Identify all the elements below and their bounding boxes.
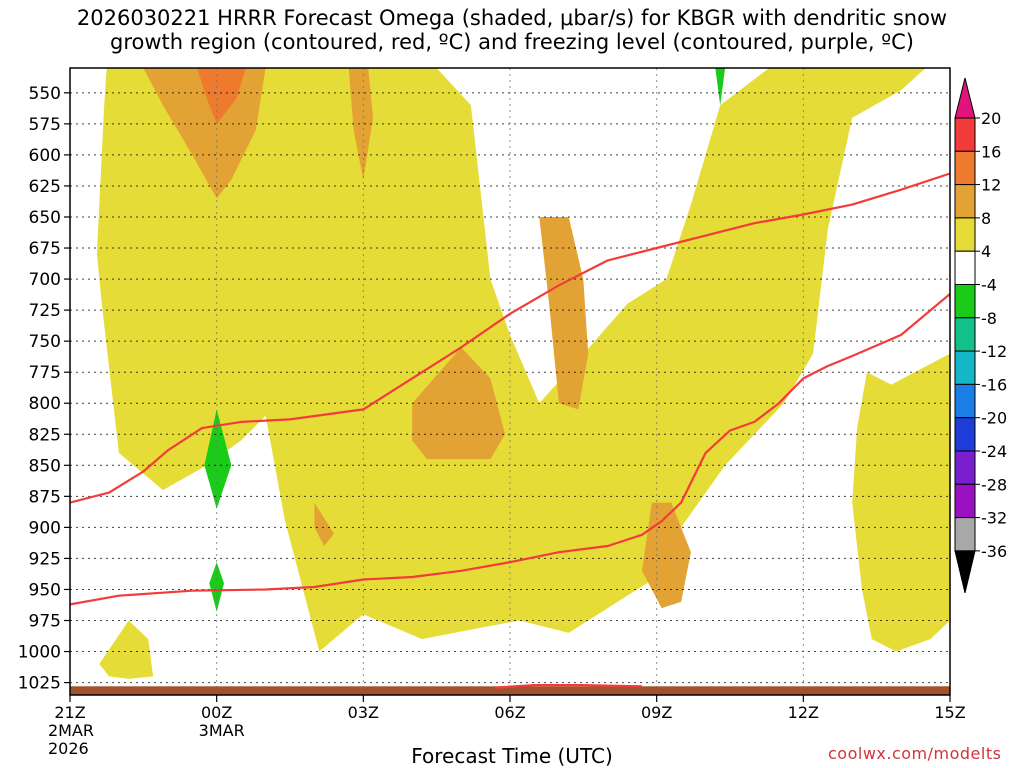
y-tick-label-550: 550 bbox=[29, 84, 61, 104]
x-tick-label-21Z-0: 21Z bbox=[54, 703, 85, 722]
colorbar-label-7: -12 bbox=[981, 342, 1007, 361]
omega-neg-4-8-region-0 bbox=[715, 68, 726, 106]
colorbar-label-2: 12 bbox=[981, 176, 1001, 195]
colorbar-label-9: -20 bbox=[981, 409, 1007, 428]
dgz-upper-contour bbox=[70, 172, 950, 504]
y-tick-label-675: 675 bbox=[29, 239, 61, 259]
omega-shading bbox=[96, 68, 950, 679]
x-tick-label-21Z-1: 2MAR bbox=[48, 721, 94, 740]
y-tick-label-625: 625 bbox=[29, 177, 61, 197]
colorbar-bin-3 bbox=[954, 184, 976, 219]
omega-4-8-region-0 bbox=[96, 68, 926, 652]
y-tick-label-700: 700 bbox=[29, 270, 61, 290]
colorbar-bin-5 bbox=[954, 250, 976, 285]
colorbar-bin-8 bbox=[954, 350, 976, 385]
colorbar-cap-top bbox=[954, 77, 976, 119]
x-tick-label-03Z-0: 03Z bbox=[348, 703, 379, 722]
y-tick-label-775: 775 bbox=[29, 363, 61, 383]
y-axis: 550 575 600 625 650 675 700 725 750 775 800 825 850 8… bbox=[18, 84, 70, 694]
omega-8-12-region-4 bbox=[642, 502, 691, 609]
y-tick-label-925: 925 bbox=[29, 549, 61, 569]
y-tick-label-575: 575 bbox=[29, 115, 61, 135]
y-tick-label-875: 875 bbox=[29, 487, 61, 507]
omega-8-12-region-1 bbox=[348, 68, 374, 180]
colorbar-bin-11 bbox=[954, 450, 976, 485]
colorbar-bin-12 bbox=[954, 483, 976, 519]
y-tick-label-1000: 1000 bbox=[18, 643, 61, 663]
colorbar: 20 16 12 8 4 -4 -8 -12 -16 -20 -24 -28 -32 -36 bbox=[954, 77, 1007, 594]
colorbar-label-11: -28 bbox=[981, 475, 1007, 494]
colorbar-bin-1 bbox=[954, 117, 976, 152]
y-tick-label-900: 900 bbox=[29, 518, 61, 538]
terrain-ground bbox=[70, 686, 950, 695]
colorbar-bin-7 bbox=[954, 317, 976, 352]
omega-neg-4-8-region-2 bbox=[209, 562, 224, 612]
colorbar-label-6: -8 bbox=[981, 309, 997, 328]
colorbar-bin-6 bbox=[954, 284, 976, 319]
colorbar-label-4: 4 bbox=[981, 242, 991, 261]
omega-4-8-region-2 bbox=[99, 620, 154, 679]
colorbar-bin-4 bbox=[954, 217, 976, 252]
y-tick-label-725: 725 bbox=[29, 301, 61, 321]
y-tick-label-850: 850 bbox=[29, 456, 61, 476]
colorbar-label-1: 16 bbox=[981, 142, 1001, 161]
colorbar-bin-2 bbox=[954, 150, 976, 186]
x-tick-label-12Z-0: 12Z bbox=[788, 703, 819, 722]
colorbar-label-10: -24 bbox=[981, 442, 1007, 461]
y-tick-label-600: 600 bbox=[29, 146, 61, 166]
colorbar-label-12: -32 bbox=[981, 509, 1007, 528]
credit-link[interactable]: coolwx.com/modelts bbox=[828, 744, 1002, 763]
omega-8-12-region-5 bbox=[314, 502, 334, 546]
contours bbox=[70, 172, 950, 689]
chart-title-line1: 2026030221 HRRR Forecast Omega (shaded, … bbox=[76, 6, 948, 30]
dgz-lower-contour bbox=[70, 293, 950, 606]
x-tick-label-21Z-2: 2026 bbox=[48, 739, 89, 758]
chart-title: 2026030221 HRRR Forecast Omega (shaded, … bbox=[0, 6, 1024, 54]
y-tick-label-975: 975 bbox=[29, 612, 61, 632]
colorbar-label-13: -36 bbox=[981, 542, 1007, 561]
x-tick-label-09Z-0: 09Z bbox=[641, 703, 672, 722]
y-tick-label-1025: 1025 bbox=[18, 674, 61, 694]
colorbar-bin-13 bbox=[954, 517, 976, 552]
near-surface-trace-contour bbox=[495, 683, 643, 689]
colorbar-cap-bottom bbox=[954, 550, 976, 594]
colorbar-label-0: 20 bbox=[981, 109, 1001, 128]
y-tick-label-950: 950 bbox=[29, 580, 61, 600]
omega-4-8-region-1 bbox=[852, 353, 950, 652]
x-tick-label-00Z-0: 00Z bbox=[201, 703, 232, 722]
colorbar-bin-10 bbox=[954, 417, 976, 452]
colorbar-label-8: -16 bbox=[981, 375, 1007, 394]
y-tick-label-800: 800 bbox=[29, 394, 61, 414]
y-tick-label-750: 750 bbox=[29, 332, 61, 352]
omega-8-12-region-3 bbox=[412, 347, 506, 460]
omega-8-12-region-2 bbox=[539, 217, 589, 410]
x-axis-label: Forecast Time (UTC) bbox=[411, 744, 613, 768]
chart-title-line2: growth region (contoured, red, ºC) and f… bbox=[110, 30, 914, 54]
colorbar-bin-9 bbox=[954, 383, 976, 419]
x-tick-label-15Z-0: 15Z bbox=[934, 703, 965, 722]
colorbar-label-3: 8 bbox=[981, 209, 991, 228]
y-tick-label-650: 650 bbox=[29, 208, 61, 228]
omega-neg-4-8-region-1 bbox=[204, 409, 232, 509]
terrain-layer bbox=[70, 686, 950, 695]
x-tick-label-00Z-1: 3MAR bbox=[199, 721, 245, 740]
omega-8-12-region-0 bbox=[143, 68, 266, 199]
omega-12-16-region-0 bbox=[197, 68, 246, 124]
colorbar-label-5: -4 bbox=[981, 276, 997, 295]
y-tick-label-825: 825 bbox=[29, 425, 61, 445]
x-tick-label-06Z-0: 06Z bbox=[494, 703, 525, 722]
